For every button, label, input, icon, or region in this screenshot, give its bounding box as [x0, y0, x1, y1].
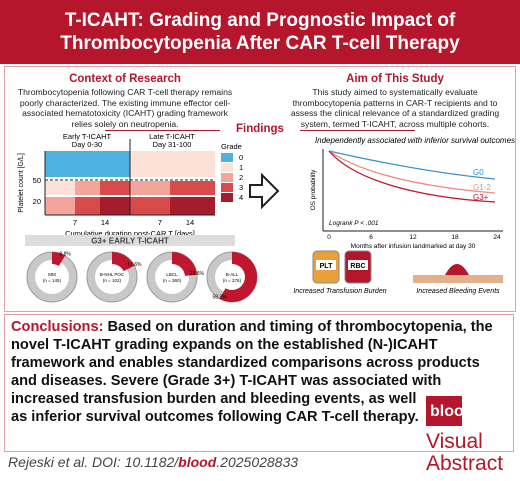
- legend-swatch: [221, 173, 233, 182]
- pie-banner: [25, 235, 235, 246]
- footer: Rejeski et al. DOI: 10.1182/blood.202502…: [8, 454, 298, 470]
- conclusions: Conclusions: Based on duration and timin…: [4, 314, 514, 452]
- pie-hole: [219, 264, 245, 290]
- legend-swatch: [221, 183, 233, 192]
- group-label: G3+: [473, 193, 489, 202]
- grade-cell: [170, 197, 215, 215]
- caption: Increased Bleeding Events: [416, 288, 500, 295]
- bag-label: PLT: [320, 263, 333, 270]
- x-tick-label: 24: [493, 234, 501, 241]
- legend-label: 0: [239, 153, 243, 162]
- pie-pct: 23.6%: [190, 271, 205, 277]
- journal: blood: [178, 454, 217, 470]
- x-tick-label: 14: [101, 218, 109, 227]
- doi-suffix: .2025028833: [216, 454, 299, 470]
- x-tick-label: 6: [369, 234, 373, 241]
- context-text: Thrombocytopenia following CAR T-cell th…: [17, 87, 233, 129]
- y-label: Platelet count [G/L]: [18, 153, 25, 213]
- pie-hole: [39, 264, 65, 290]
- x-tick-label: 7: [73, 218, 77, 227]
- legend-swatch: [221, 163, 233, 172]
- x-tick-label: 7: [158, 218, 162, 227]
- y-tick-label: 20: [33, 197, 41, 206]
- x-tick-label: 14: [186, 218, 194, 227]
- legend-swatch: [221, 193, 233, 202]
- x-label: Cumulative duration post-CAR T [days]: [65, 229, 195, 238]
- pie-pct: 8.8%: [59, 252, 71, 258]
- pie-label: MM: [48, 272, 56, 277]
- bag-label: RBC: [350, 263, 365, 270]
- grade0: [130, 151, 215, 177]
- aim-heading: Aim of This Study: [346, 73, 444, 85]
- bag-label-bg: [316, 260, 336, 270]
- pie-pct: 17.6%: [127, 262, 142, 268]
- arrow: [249, 172, 280, 210]
- header: T-ICAHT: Grading and Prognostic Impact o…: [0, 0, 520, 64]
- pie-title: G3+ EARLY T-ICAHT: [91, 237, 169, 246]
- logo-box: [426, 396, 462, 426]
- findings-panel: Context of Research Thrombocytopenia fol…: [4, 66, 516, 312]
- pie-n: (n = 145): [43, 278, 62, 283]
- x-tick-label: 0: [327, 234, 331, 241]
- skin: [413, 275, 503, 283]
- grade0: [45, 151, 130, 177]
- grade-cell: [130, 197, 170, 215]
- legend-title: Grade: [221, 142, 242, 151]
- grade-cell: [45, 197, 75, 215]
- conclusions-text: Based on duration and timing of thromboc…: [11, 319, 493, 425]
- legend-label: 1: [239, 163, 243, 172]
- y-label: OS probability: [310, 169, 317, 211]
- grade-cell: [170, 181, 215, 195]
- pie-pct: 58.3%: [212, 295, 227, 301]
- label: Late T-ICAHT: [149, 132, 195, 141]
- x-tick-label: 12: [409, 234, 417, 241]
- caption: Increased Transfusion Burden: [293, 288, 386, 295]
- grade-cell: [75, 197, 100, 215]
- curve: [328, 150, 496, 180]
- grade-cell: [45, 181, 75, 195]
- context-heading: Context of Research: [69, 73, 181, 85]
- km-title: Independently associated with inferior s…: [315, 136, 515, 145]
- pie-hole: [159, 264, 185, 290]
- label: Day 0-30: [72, 140, 102, 149]
- x-tick-label: 18: [451, 234, 459, 241]
- pie-n: (n = 102): [103, 278, 122, 283]
- grade-cell: [100, 197, 130, 215]
- logo: blood Visual Abstract: [426, 396, 503, 475]
- pie-n: (n = 276): [223, 278, 242, 283]
- logo-line2: Abstract: [426, 452, 503, 475]
- group-label: G0: [473, 168, 484, 177]
- grade-cell: [100, 181, 130, 195]
- legend-label: 2: [239, 173, 243, 182]
- pie-hole: [99, 264, 125, 290]
- group-label: G1-2: [473, 183, 491, 192]
- blood-drop: [445, 264, 469, 275]
- logo-line1: Visual: [426, 430, 483, 453]
- legend-swatch: [221, 153, 233, 162]
- grade-cell: [130, 181, 170, 195]
- findings-heading: Findings: [220, 123, 300, 135]
- x-label: Months after infusion landmarked at day …: [351, 243, 476, 250]
- pie-n: (n = 360): [163, 278, 182, 283]
- pie-label: LBCL: [166, 272, 178, 277]
- logo-brand: blood: [430, 403, 474, 420]
- curve: [328, 150, 496, 203]
- legend-label: 3: [239, 183, 243, 192]
- conclusions-label: Conclusions:: [11, 319, 104, 335]
- label: Early T-ICAHT: [63, 132, 112, 141]
- grade-cell: [75, 181, 100, 195]
- title: T-ICAHT: Grading and Prognostic Impact o…: [60, 10, 460, 54]
- authors: Rejeski et al. DOI: 10.1182/: [8, 454, 179, 470]
- curve: [328, 150, 496, 194]
- bag-label-bg: [348, 260, 368, 270]
- y-tick-label: 50: [33, 176, 41, 185]
- label: Day 31-100: [153, 140, 192, 149]
- pie-label: B-ALL: [226, 272, 239, 277]
- pie-label: B-NHL POC: [100, 272, 125, 277]
- logrank: Logrank P < .001: [329, 220, 379, 227]
- legend-label: 4: [239, 193, 243, 202]
- aim-text: This study aimed to systematically evalu…: [290, 87, 500, 129]
